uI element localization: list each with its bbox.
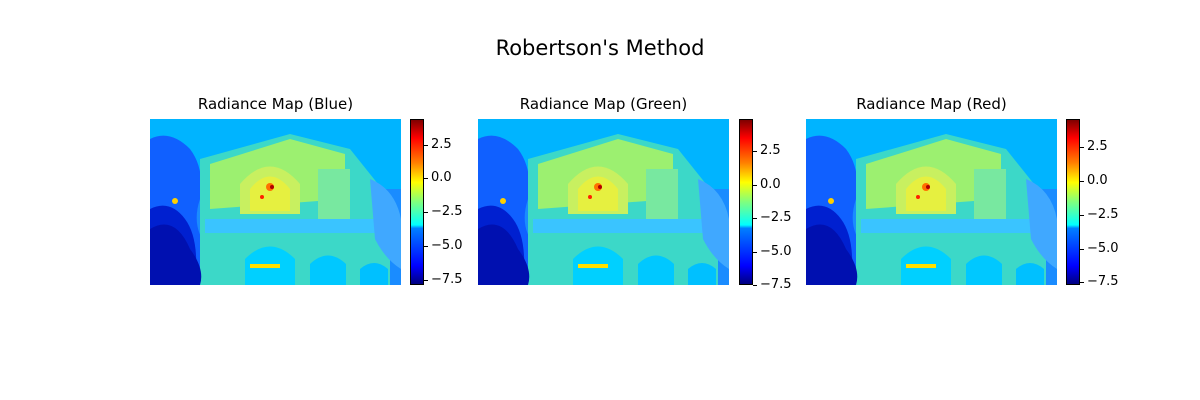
- colorbar-tick: [424, 280, 428, 281]
- colorbar-tick-label: −2.5: [760, 210, 792, 225]
- colorbar-tick: [424, 145, 428, 146]
- colorbar-tick-label: −5.0: [760, 244, 792, 259]
- colorbar-tick-label: −5.0: [1087, 241, 1119, 256]
- colorbar-tick: [753, 151, 757, 152]
- colorbar-green: [739, 119, 753, 285]
- colorbar-tick: [1080, 282, 1084, 283]
- heatmap-red: [806, 119, 1057, 285]
- colorbar-tick-label: −2.5: [1087, 207, 1119, 222]
- colorbar-tick-label: −2.5: [431, 204, 463, 219]
- colorbar-tick: [1080, 249, 1084, 250]
- colorbar-tick: [1080, 147, 1084, 148]
- colorbar-tick-label: 2.5: [1087, 139, 1108, 154]
- panel-title-green: Radiance Map (Green): [519, 95, 688, 113]
- colorbar-tick-label: 2.5: [431, 137, 452, 152]
- heatmap-green: [478, 119, 729, 285]
- panel-title-blue: Radiance Map (Blue): [197, 95, 354, 113]
- colorbar-tick-label: −7.5: [431, 272, 463, 287]
- colorbar-tick-label: 0.0: [1087, 173, 1108, 188]
- colorbar-tick: [1080, 181, 1084, 182]
- colorbar-blue: [410, 119, 424, 285]
- colorbar-tick-label: −7.5: [1087, 274, 1119, 289]
- colorbar-tick: [753, 252, 757, 253]
- colorbar-tick: [424, 178, 428, 179]
- colorbar-tick: [753, 285, 757, 286]
- colorbar-tick-label: 2.5: [760, 143, 781, 158]
- colorbar-red: [1066, 119, 1080, 285]
- colorbar-tick: [753, 218, 757, 219]
- colorbar-tick: [1080, 215, 1084, 216]
- colorbar-tick: [753, 185, 757, 186]
- colorbar-tick: [424, 246, 428, 247]
- colorbar-tick-label: 0.0: [760, 177, 781, 192]
- colorbar-tick: [424, 212, 428, 213]
- colorbar-tick-label: −5.0: [431, 238, 463, 253]
- panel-title-red: Radiance Map (Red): [856, 95, 1007, 113]
- figure-suptitle: Robertson's Method: [495, 36, 705, 60]
- heatmap-blue: [150, 119, 401, 285]
- colorbar-tick-label: −7.5: [760, 277, 792, 292]
- colorbar-tick-label: 0.0: [431, 170, 452, 185]
